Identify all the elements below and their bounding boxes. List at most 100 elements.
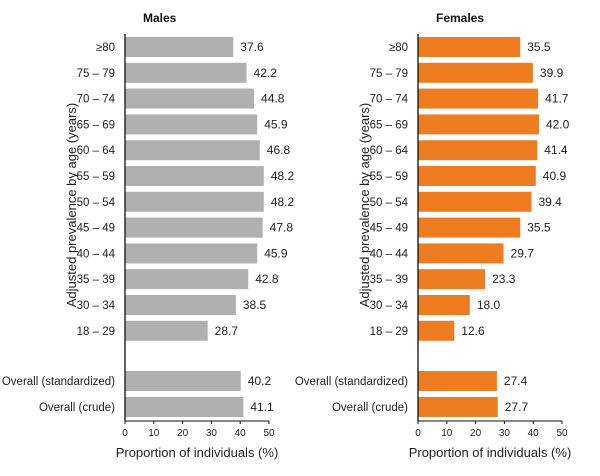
value-label: 48.2 (271, 169, 295, 183)
overall-value-label: 41.1 (250, 400, 274, 414)
x-tick-label: 30 (499, 428, 511, 439)
category-label: ≥80 (389, 42, 408, 54)
category-label: 18 – 29 (77, 326, 115, 338)
overall-value-label: 27.7 (505, 400, 529, 414)
category-label: 65 – 69 (370, 119, 408, 131)
x-tick-label: 20 (177, 428, 189, 439)
bar-males-age-11 (125, 320, 208, 341)
category-label: 45 – 49 (370, 223, 408, 235)
category-label: 75 – 79 (370, 68, 408, 80)
bar-males-age-2 (125, 88, 255, 109)
value-label: 42.2 (254, 66, 278, 80)
x-tick-label: 20 (470, 428, 482, 439)
bar-females-age-1 (418, 62, 533, 83)
x-axis-label: Proportion of individuals (%) (409, 445, 572, 460)
value-label: 29.7 (511, 246, 535, 260)
bar-females-age-0 (418, 37, 521, 57)
value-label: 35.5 (527, 221, 551, 235)
value-label: 45.9 (264, 117, 288, 131)
bar-females-age-9 (418, 269, 486, 290)
category-label: 60 – 64 (77, 145, 116, 157)
value-label: 35.5 (527, 40, 551, 54)
category-label: 35 – 39 (370, 274, 408, 286)
category-label: 65 – 69 (77, 119, 115, 131)
bar-males-age-6 (125, 191, 264, 212)
x-tick-label: 50 (263, 428, 275, 439)
category-label: 18 – 29 (370, 326, 408, 338)
value-label: 38.5 (243, 298, 267, 312)
bar-males-age-8 (125, 243, 258, 264)
value-label: 37.6 (240, 40, 264, 54)
bar-females-age-8 (418, 243, 504, 264)
value-label: 48.2 (271, 195, 295, 209)
bar-females-age-3 (418, 114, 539, 135)
category-label: 70 – 74 (370, 94, 409, 106)
category-label: 45 – 49 (77, 223, 115, 235)
category-label: 60 – 64 (370, 145, 409, 157)
category-label: 30 – 34 (77, 300, 116, 312)
value-label: 42.8 (255, 272, 279, 286)
category-label: 70 – 74 (77, 94, 116, 106)
bar-males-age-1 (125, 62, 247, 83)
bar-females-overall-1 (418, 397, 498, 417)
bar-males-age-7 (125, 217, 263, 238)
females-title: Females (436, 11, 484, 25)
overall-category-label: Overall (crude) (332, 402, 408, 414)
females-panel: Females Adjusted prevalence by age (years… (295, 11, 571, 460)
category-label: 30 – 34 (370, 300, 409, 312)
x-tick-label: 0 (122, 428, 128, 439)
category-label: 40 – 44 (370, 248, 409, 260)
bar-females-age-5 (418, 166, 536, 186)
value-label: 44.8 (261, 92, 285, 106)
category-label: 75 – 79 (77, 68, 115, 80)
x-axis-label: Proportion of individuals (%) (116, 445, 279, 460)
value-label: 28.7 (215, 324, 239, 338)
males-panel: Males Adjusted prevalence by age (years) ≥… (2, 11, 295, 460)
overall-category-label: Overall (standardized) (295, 376, 408, 388)
x-tick-label: 30 (206, 428, 218, 439)
category-label: 35 – 39 (77, 274, 115, 286)
bar-females-overall-0 (418, 371, 497, 391)
category-label: 55 – 59 (77, 171, 115, 183)
bar-males-age-9 (125, 269, 249, 290)
category-label: 40 – 44 (77, 248, 116, 260)
bar-males-age-0 (125, 37, 234, 57)
bar-females-age-6 (418, 191, 532, 212)
value-label: 45.9 (264, 246, 288, 260)
y-axis-label: Adjusted prevalence by age (years) (64, 103, 79, 308)
overall-category-label: Overall (crude) (39, 402, 115, 414)
y-axis-label: Adjusted prevalence by age (years) (357, 103, 372, 308)
x-tick-label: 10 (148, 428, 160, 439)
category-label: ≥80 (96, 42, 115, 54)
value-label: 12.6 (461, 324, 485, 338)
value-label: 39.9 (540, 66, 564, 80)
bar-females-age-4 (418, 140, 538, 161)
value-label: 40.9 (543, 169, 567, 183)
value-label: 41.4 (544, 143, 568, 157)
value-label: 23.3 (492, 272, 516, 286)
bar-males-overall-0 (125, 371, 241, 391)
overall-value-label: 40.2 (248, 374, 272, 388)
bar-males-age-3 (125, 114, 258, 135)
x-tick-label: 0 (415, 428, 421, 439)
value-label: 41.7 (545, 92, 569, 106)
value-label: 39.4 (538, 195, 562, 209)
value-label: 42.0 (546, 117, 570, 131)
bar-males-age-5 (125, 166, 264, 186)
bar-females-age-11 (418, 320, 455, 341)
value-label: 46.8 (267, 143, 291, 157)
x-tick-label: 10 (441, 428, 453, 439)
bar-males-age-4 (125, 140, 260, 161)
bar-males-age-10 (125, 295, 236, 315)
category-label: 50 – 54 (370, 197, 409, 209)
value-label: 47.8 (270, 221, 294, 235)
x-tick-label: 40 (235, 428, 247, 439)
males-title: Males (143, 11, 177, 25)
category-label: 50 – 54 (77, 197, 116, 209)
bar-females-age-10 (418, 295, 470, 315)
overall-category-label: Overall (standardized) (2, 376, 115, 388)
category-label: 55 – 59 (370, 171, 408, 183)
value-label: 18.0 (477, 298, 501, 312)
overall-value-label: 27.4 (504, 374, 528, 388)
